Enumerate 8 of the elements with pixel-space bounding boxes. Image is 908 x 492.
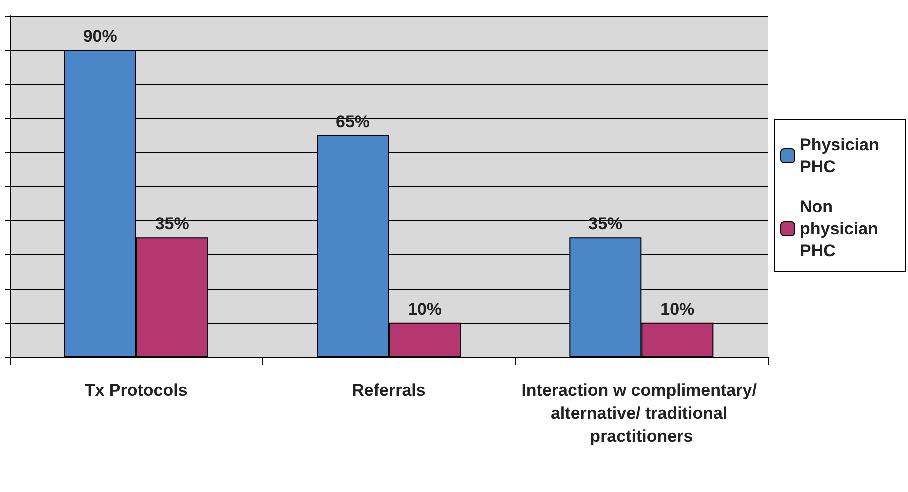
data-label: 90% xyxy=(83,27,118,46)
x-tick-label: Tx Protocols xyxy=(84,381,188,400)
x-tick-label: Referrals xyxy=(352,381,426,400)
data-label: 10% xyxy=(408,300,442,319)
data-label: 10% xyxy=(660,300,695,319)
legend-label: Non physician PHC xyxy=(800,198,884,260)
x-tick-label: Interaction w complimentary/ alternative/ traditional practitioners xyxy=(522,381,762,446)
legend-label: Physician PHC xyxy=(800,136,884,176)
